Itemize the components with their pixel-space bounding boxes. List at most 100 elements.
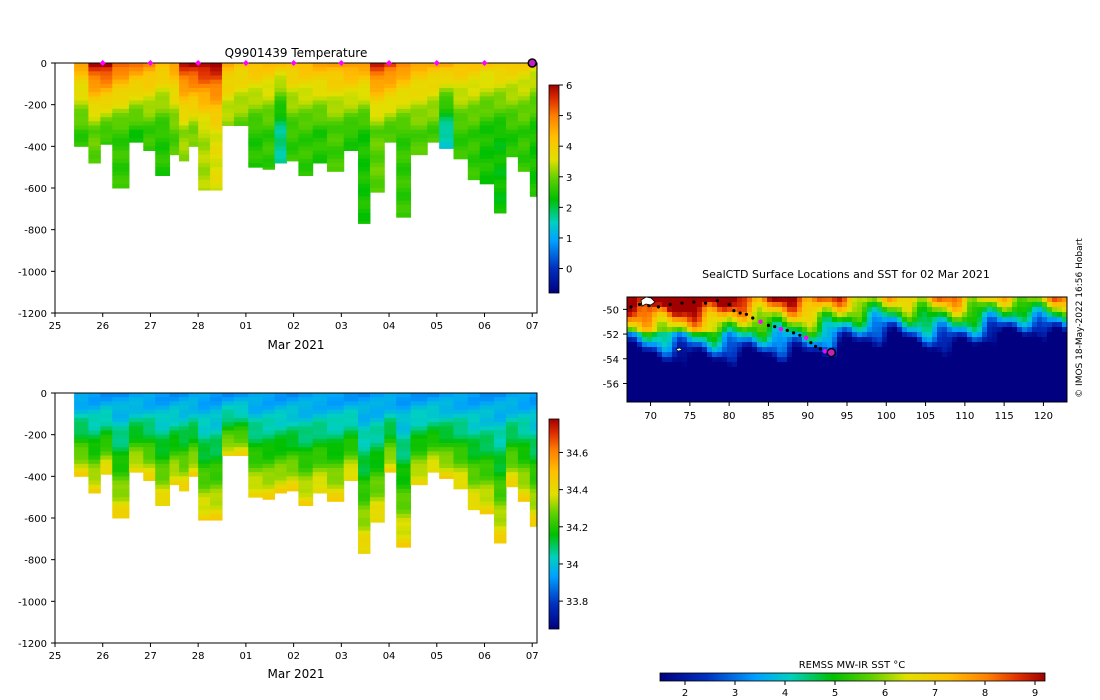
sst-cell bbox=[787, 352, 793, 358]
sst-cell bbox=[967, 337, 973, 343]
sst-cell bbox=[692, 332, 698, 338]
salinity-cell bbox=[112, 430, 130, 436]
sst-cell bbox=[807, 312, 813, 318]
temperature-cell bbox=[505, 129, 519, 135]
sst-cell bbox=[937, 342, 943, 348]
sst-cell bbox=[1052, 327, 1058, 333]
sst-cell bbox=[927, 357, 933, 363]
temperature-cell bbox=[369, 175, 385, 181]
sst-cell bbox=[807, 307, 813, 313]
sst-cell bbox=[807, 357, 813, 363]
salinity-cell bbox=[467, 447, 481, 452]
temperature-cell bbox=[396, 108, 412, 114]
x-tick-label: 03 bbox=[335, 651, 348, 662]
sst-cell bbox=[822, 322, 828, 328]
sst-cell bbox=[757, 322, 763, 328]
salinity-cell bbox=[179, 468, 190, 473]
salinity-cell bbox=[179, 418, 190, 423]
sst-cell bbox=[742, 372, 748, 378]
salinity-cell bbox=[410, 401, 428, 406]
temperature-cell bbox=[188, 117, 199, 122]
sst-cell bbox=[682, 397, 688, 402]
sst-cell bbox=[632, 297, 638, 303]
sst-cell bbox=[887, 367, 893, 373]
temperature-cell bbox=[396, 117, 412, 122]
salinity-cell bbox=[179, 413, 190, 419]
salinity-cell bbox=[467, 455, 481, 461]
salinity-cell bbox=[494, 493, 507, 498]
temperature-cell bbox=[155, 92, 171, 97]
sst-cell bbox=[792, 397, 798, 402]
temperature-cell bbox=[427, 125, 440, 131]
sst-cell bbox=[767, 342, 773, 348]
salinity-cell bbox=[188, 438, 199, 444]
sst-cell bbox=[737, 317, 743, 323]
salinity-cell bbox=[410, 418, 428, 423]
sst-cell bbox=[1012, 347, 1018, 353]
temperature-cell bbox=[262, 100, 276, 106]
temperature-cell bbox=[517, 63, 531, 68]
sst-cell bbox=[952, 357, 958, 363]
surface-marker bbox=[386, 60, 393, 66]
salinity-cell bbox=[327, 413, 345, 419]
salinity-cell bbox=[248, 438, 264, 444]
temperature-cell bbox=[112, 171, 130, 176]
sst-cell bbox=[987, 372, 993, 378]
salinity-cell bbox=[358, 513, 371, 519]
sst-cell bbox=[632, 362, 638, 368]
sst-cell bbox=[857, 367, 863, 373]
salinity-cell bbox=[517, 493, 531, 498]
sst-cell bbox=[842, 337, 848, 343]
sst-cell bbox=[862, 362, 868, 368]
sst-cell bbox=[837, 347, 843, 353]
temperature-cell bbox=[155, 163, 171, 168]
sst-cell bbox=[802, 312, 808, 318]
temperature-cell bbox=[439, 100, 454, 106]
sst-cell bbox=[872, 352, 878, 358]
temperature-cell bbox=[479, 158, 495, 164]
temperature-cell bbox=[529, 175, 537, 181]
sst-cell bbox=[947, 342, 953, 348]
salinity-cell bbox=[505, 401, 519, 406]
sst-cell bbox=[887, 387, 893, 393]
temperature-cell bbox=[128, 133, 144, 139]
sst-cell bbox=[637, 327, 643, 333]
salinity-cell bbox=[343, 451, 359, 456]
temperature-cell bbox=[494, 183, 507, 189]
salinity-cell bbox=[74, 434, 89, 440]
temperature-cell bbox=[312, 71, 328, 76]
salinity-cell bbox=[529, 472, 537, 477]
sst-cell bbox=[817, 322, 823, 328]
sst-cell bbox=[862, 397, 868, 402]
sst-cell bbox=[917, 317, 923, 323]
temperature-cell bbox=[369, 83, 385, 89]
temperature-cell bbox=[427, 100, 440, 106]
sst-cell bbox=[637, 377, 643, 383]
sst-cell bbox=[907, 312, 913, 318]
sst-cell bbox=[777, 312, 783, 318]
sst-cell bbox=[972, 342, 978, 348]
salinity-cell bbox=[396, 413, 412, 419]
salinity-cell bbox=[100, 447, 113, 452]
sst-cell bbox=[1037, 317, 1043, 323]
sst-cell bbox=[817, 297, 823, 303]
salinity-cell bbox=[396, 438, 412, 444]
salinity-cell bbox=[384, 405, 397, 411]
temperature-cell bbox=[210, 117, 223, 122]
salinity-cell bbox=[343, 409, 359, 415]
sst-cell bbox=[797, 342, 803, 348]
salinity-cell bbox=[100, 438, 113, 444]
sst-cell bbox=[1012, 307, 1018, 313]
sst-cell bbox=[992, 337, 998, 343]
sst-cell bbox=[772, 397, 778, 402]
sst-cell bbox=[852, 372, 858, 378]
sst-cell bbox=[672, 387, 678, 393]
sst-cell bbox=[817, 397, 823, 402]
salinity-cell bbox=[143, 393, 156, 398]
temperature-cell bbox=[358, 138, 371, 143]
sst-cell bbox=[657, 322, 663, 328]
salinity-cell bbox=[494, 443, 507, 448]
sst-cell bbox=[962, 367, 968, 373]
y-tick-label: -1200 bbox=[18, 309, 47, 320]
temperature-cell bbox=[467, 167, 481, 172]
